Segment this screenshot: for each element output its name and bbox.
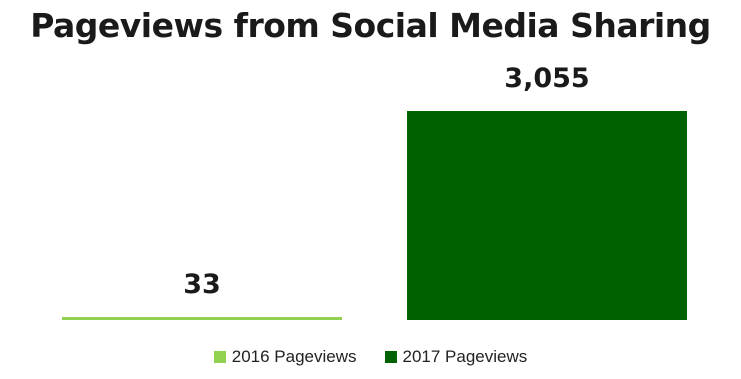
data-label-2016: 33: [183, 269, 221, 300]
legend-swatch-2017: [384, 351, 397, 363]
legend-item-2016: 2016 Pageviews: [213, 347, 357, 367]
chart-title: Pageviews from Social Media Sharing: [30, 6, 711, 45]
legend-label-2016: 2016 Pageviews: [231, 347, 357, 366]
legend-label-2017: 2017 Pageviews: [402, 347, 528, 366]
legend-swatch-2016: [213, 351, 226, 363]
data-label-2017: 3,055: [504, 63, 589, 94]
chart-legend: 2016 Pageviews 2017 Pageviews: [0, 347, 741, 367]
bar-2017: [407, 111, 687, 320]
legend-item-2017: 2017 Pageviews: [384, 347, 528, 367]
bar-2016: [62, 317, 342, 320]
